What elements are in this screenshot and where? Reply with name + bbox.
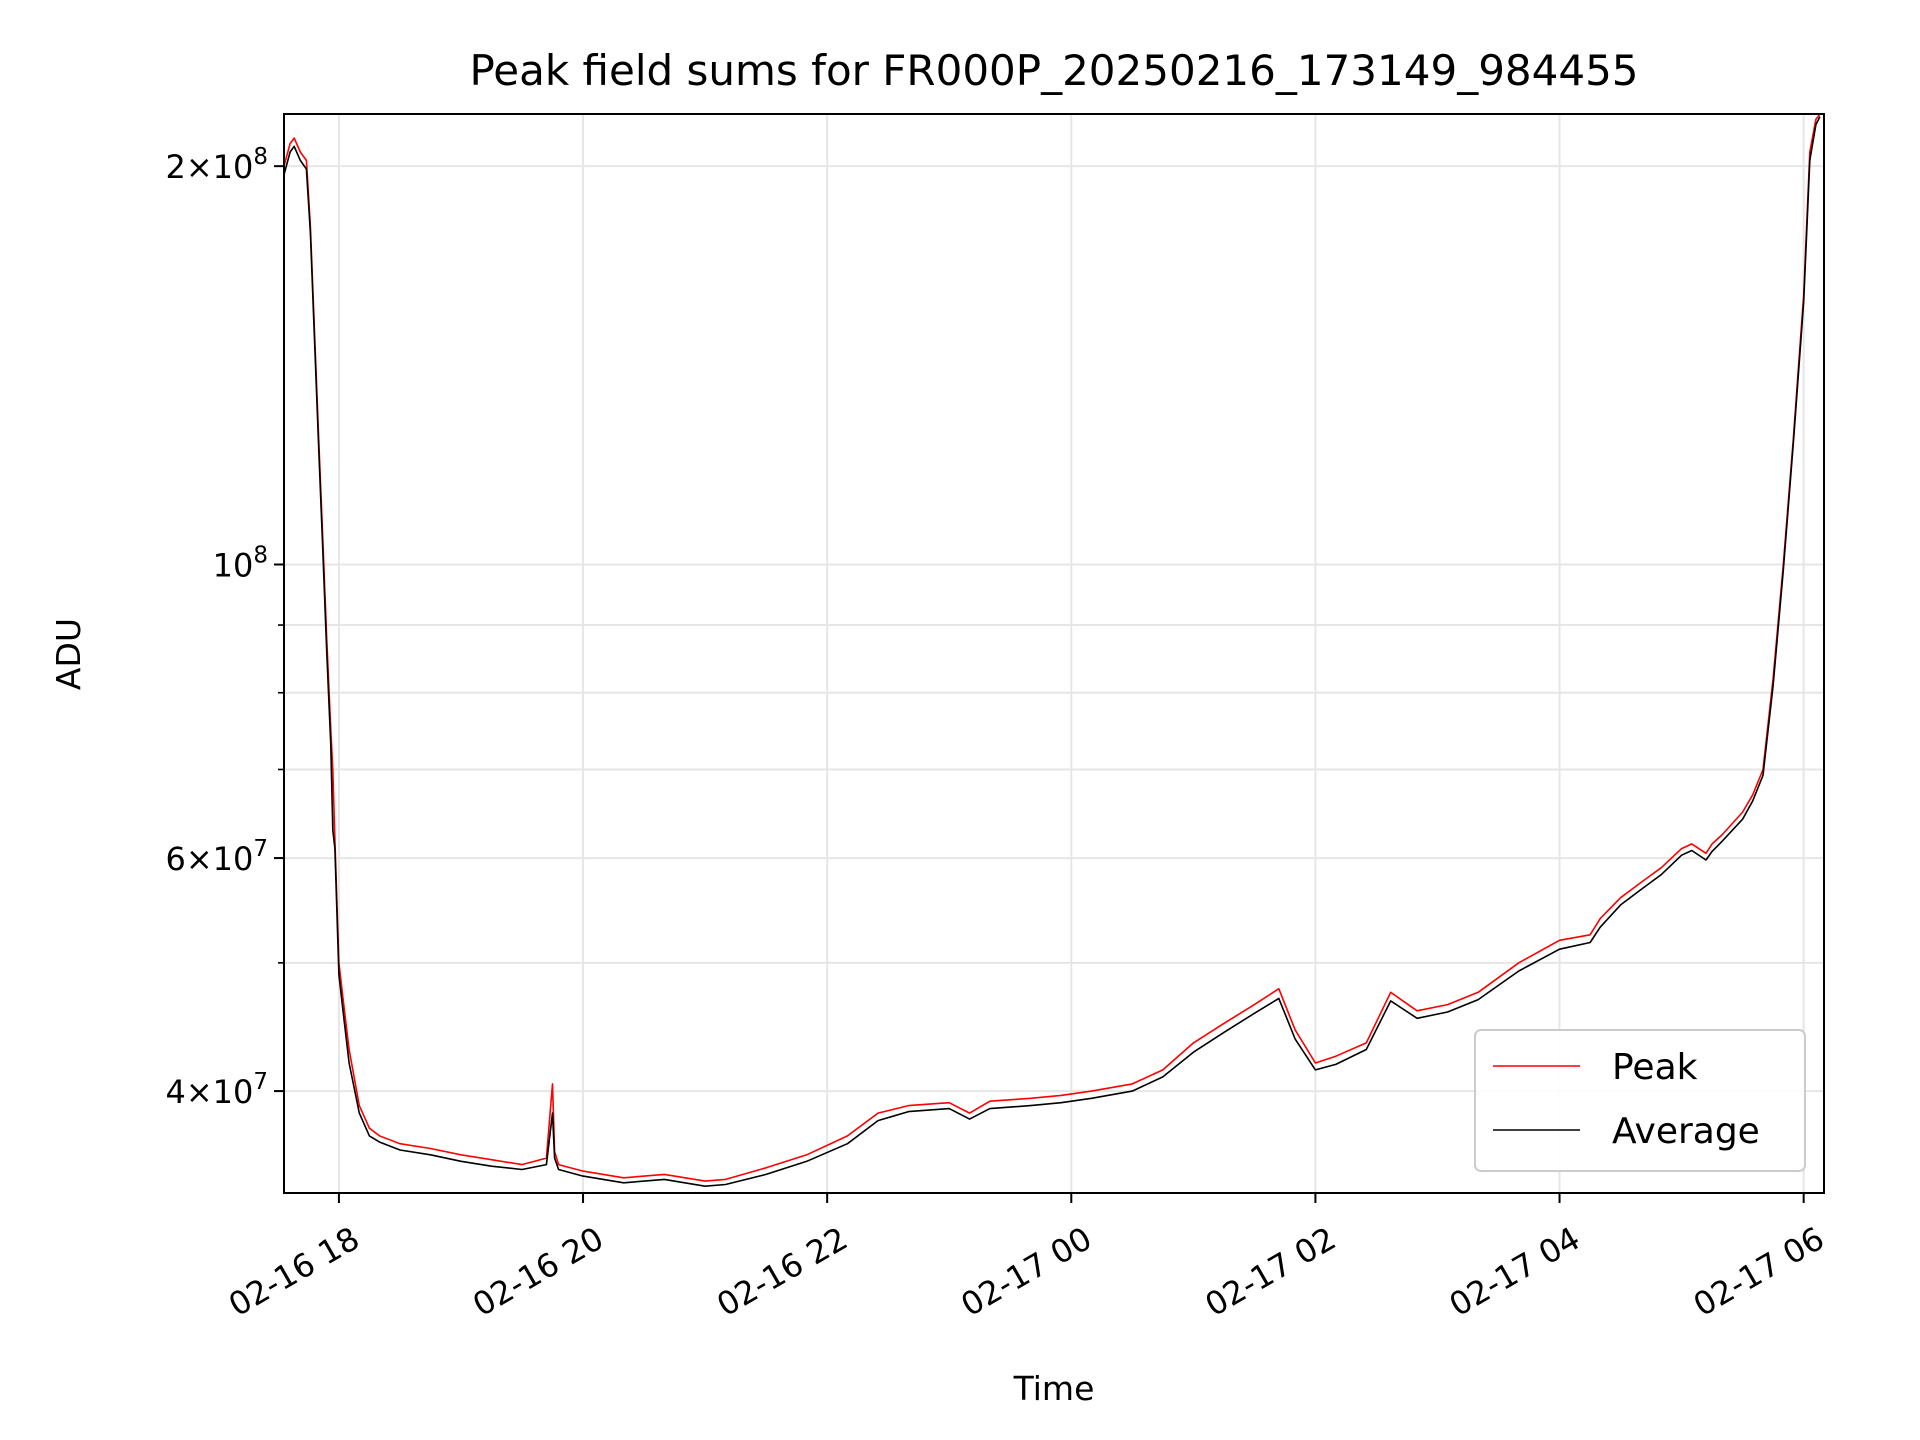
- chart-title: Peak field sums for FR000P_20250216_1731…: [469, 46, 1638, 95]
- y-tick-label: 4×107: [165, 1069, 268, 1111]
- y-axis-ticks: 4×107 6×107 108 2×108: [165, 144, 284, 1111]
- legend-average-label: Average: [1612, 1111, 1760, 1152]
- y-tick-label: 2×108: [165, 144, 268, 186]
- y-axis-label: ADU: [49, 618, 88, 690]
- plot-frame: [283, 113, 1825, 1194]
- legend-peak-label: Peak: [1612, 1047, 1698, 1088]
- x-axis-label: Time: [1013, 1369, 1095, 1408]
- grid-layer: [284, 114, 1824, 1193]
- legend: Peak Average: [1474, 1029, 1806, 1172]
- series-line-average: [284, 116, 1821, 1187]
- y-tick-label: 6×107: [165, 836, 268, 878]
- series-layer: [284, 114, 1821, 1187]
- y-tick-label: 108: [213, 543, 268, 585]
- series-line-peak: [284, 114, 1821, 1182]
